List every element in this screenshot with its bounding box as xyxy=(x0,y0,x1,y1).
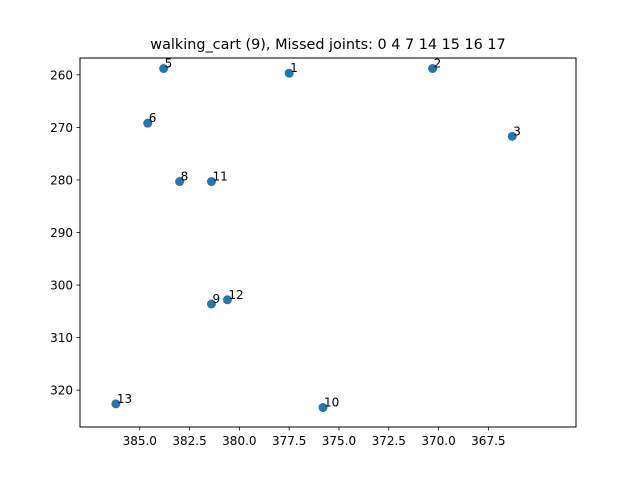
point-label: 6 xyxy=(149,111,157,125)
point-label: 11 xyxy=(212,170,227,184)
y-tick-label: 300 xyxy=(50,279,73,293)
y-tick-label: 270 xyxy=(50,121,73,135)
data-point xyxy=(428,64,438,74)
x-tick-label: 367.5 xyxy=(471,434,505,448)
axes-frame xyxy=(79,57,577,428)
data-point xyxy=(175,177,185,187)
point-label: 3 xyxy=(513,124,521,138)
x-tick-label: 385.0 xyxy=(123,434,157,448)
data-point xyxy=(111,399,121,409)
y-tick-label: 260 xyxy=(50,68,73,82)
y-axis: 260 270 280 290 300 310 320 xyxy=(50,68,80,398)
x-tick-label: 375.0 xyxy=(322,434,356,448)
x-tick-label: 380.0 xyxy=(222,434,256,448)
point-label: 1 xyxy=(290,61,298,75)
y-tick-label: 280 xyxy=(50,173,73,187)
data-point xyxy=(206,299,216,309)
data-point xyxy=(318,403,328,413)
x-tick-label: 377.5 xyxy=(272,434,306,448)
point-label: 12 xyxy=(228,288,243,302)
point-label: 10 xyxy=(324,396,339,410)
data-point xyxy=(159,64,169,74)
chart-title: walking_cart (9), Missed joints: 0 4 7 1… xyxy=(150,37,505,53)
point-label: 5 xyxy=(165,57,173,71)
x-axis: 385.0 382.5 380.0 377.5 375.0 372.5 370.0 367.5 xyxy=(123,427,506,448)
point-label: 13 xyxy=(117,392,132,406)
data-point xyxy=(222,295,232,305)
point-label: 9 xyxy=(212,292,220,306)
data-point xyxy=(507,131,517,141)
x-tick-label: 370.0 xyxy=(421,434,455,448)
data-point xyxy=(143,118,153,128)
y-tick-label: 320 xyxy=(50,384,73,398)
data-point xyxy=(206,177,216,187)
x-tick-label: 372.5 xyxy=(372,434,406,448)
y-tick-label: 310 xyxy=(50,331,73,345)
x-tick-label: 382.5 xyxy=(172,434,206,448)
point-label: 8 xyxy=(181,170,189,184)
point-label: 2 xyxy=(434,57,442,71)
data-point xyxy=(284,68,294,78)
y-tick-label: 290 xyxy=(50,226,73,240)
